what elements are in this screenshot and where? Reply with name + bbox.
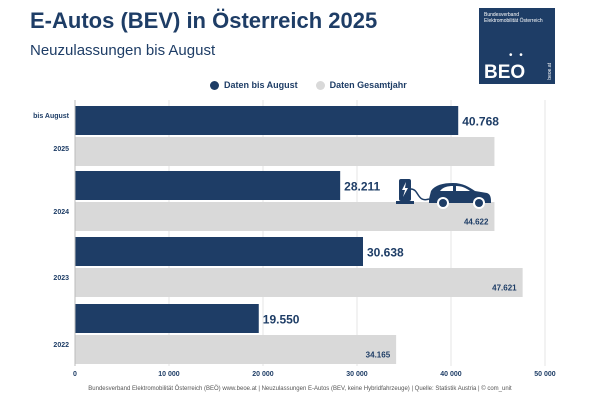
chart-title: E-Autos (BEV) in Österreich 2025: [30, 8, 378, 33]
category-label: 2023: [53, 275, 69, 282]
bar-august: [75, 237, 363, 266]
x-tick-label: 10 000: [158, 371, 180, 378]
category-label: 2022: [53, 342, 69, 349]
x-tick-label: 50 000: [534, 371, 556, 378]
x-tick-label: 20 000: [252, 371, 274, 378]
logo-dots: • •: [509, 50, 525, 61]
data-label-august: 30.638: [367, 246, 404, 260]
legend-label-august: Daten bis August: [224, 80, 298, 90]
data-label-august: 40.768: [462, 115, 499, 129]
data-label-august: 19.550: [263, 313, 300, 327]
footer-source: Bundesverband Elektromobilität Österreic…: [88, 386, 512, 392]
x-tick-label: 30 000: [346, 371, 368, 378]
legend-item-august: Daten bis August: [210, 80, 298, 90]
bar-year: [75, 335, 397, 364]
bar-august: [75, 304, 259, 333]
charging-car-icon: [396, 179, 491, 209]
legend-label-year: Daten Gesamtjahr: [329, 80, 407, 90]
category-label: 2025: [53, 146, 69, 153]
beo-logo: Bundesverband Elektromobilität Österreic…: [479, 8, 555, 84]
x-tick-label: 0: [73, 371, 77, 378]
bar-year-placeholder: [75, 137, 495, 166]
bar-august: [75, 171, 341, 200]
legend-swatch-year: [315, 80, 325, 90]
data-label-august: 28.211: [344, 180, 380, 194]
category-label: 2024: [53, 209, 69, 216]
category-prefix: bis August: [33, 113, 70, 120]
bar-year: [75, 202, 495, 231]
x-tick-label: 40 000: [440, 371, 462, 378]
chart-subtitle: Neuzulassungen bis August: [30, 42, 216, 59]
legend-item-year: Daten Gesamtjahr: [315, 80, 407, 90]
logo-name: BEO: [484, 62, 526, 83]
legend-swatch-august: [210, 80, 219, 90]
bar-year: [75, 268, 523, 297]
logo-small-text: Bundesverband Elektromobilität Österreic…: [484, 12, 543, 24]
chart-legend: Daten bis August Daten Gesamtjahr: [210, 80, 407, 90]
data-label-year: 34.165: [366, 351, 391, 360]
data-label-year: 47.621: [492, 284, 517, 293]
data-label-year: 44.622: [464, 218, 489, 227]
bar-august: [75, 106, 459, 135]
